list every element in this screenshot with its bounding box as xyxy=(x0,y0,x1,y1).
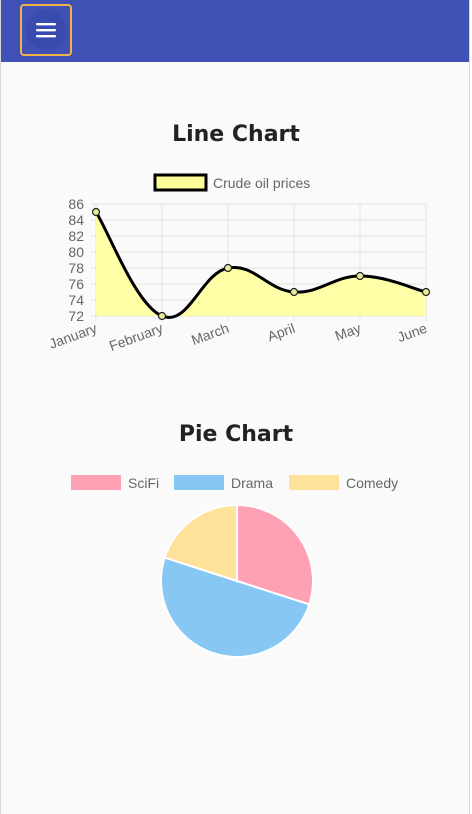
legend-swatch-scifi xyxy=(71,475,121,490)
legend-swatch-comedy xyxy=(289,475,339,490)
x-tick-label: February xyxy=(107,320,165,354)
x-tick-label: June xyxy=(395,320,429,345)
legend-label-comedy: Comedy xyxy=(346,475,398,491)
pie-slice-scifi xyxy=(236,503,314,606)
legend-swatch-crude-oil xyxy=(153,173,208,192)
y-tick-label: 82 xyxy=(68,228,84,244)
legend-label-scifi: SciFi xyxy=(128,475,159,491)
pie-slice-comedy xyxy=(163,503,238,583)
x-tick-label: January xyxy=(47,320,99,352)
series-area-crude-oil xyxy=(96,212,426,318)
data-point xyxy=(157,311,167,321)
y-tick-label: 80 xyxy=(68,244,84,260)
legend-label-drama: Drama xyxy=(231,475,273,491)
data-point xyxy=(91,207,101,217)
data-point xyxy=(289,287,299,297)
y-tick-label: 74 xyxy=(68,292,84,308)
line-chart-title: Line Chart xyxy=(172,122,300,147)
data-point xyxy=(421,287,431,297)
pie-legend: SciFi Drama Comedy xyxy=(71,475,398,491)
y-tick-label: 86 xyxy=(68,196,84,212)
pie-chart: SciFi Drama Comedy xyxy=(71,475,398,658)
y-tick-label: 78 xyxy=(68,260,84,276)
y-tick-label: 72 xyxy=(68,308,84,324)
x-tick-label: May xyxy=(333,320,363,344)
pie-chart-title: Pie Chart xyxy=(178,422,294,447)
data-point xyxy=(355,271,365,281)
menu-icon xyxy=(36,23,56,38)
y-tick-label: 84 xyxy=(68,212,84,228)
pie-slice-drama xyxy=(160,556,311,658)
x-tick-label: March xyxy=(189,320,231,348)
data-point xyxy=(223,263,233,273)
y-tick-label: 76 xyxy=(68,276,84,292)
line-legend: Crude oil prices xyxy=(153,173,310,192)
menu-button[interactable] xyxy=(20,4,72,56)
menu-button-ripple xyxy=(26,10,66,50)
legend-label-crude-oil: Crude oil prices xyxy=(213,175,310,191)
legend-swatch-drama xyxy=(174,475,224,490)
toolbar xyxy=(1,0,469,62)
x-tick-label: April xyxy=(265,320,297,345)
